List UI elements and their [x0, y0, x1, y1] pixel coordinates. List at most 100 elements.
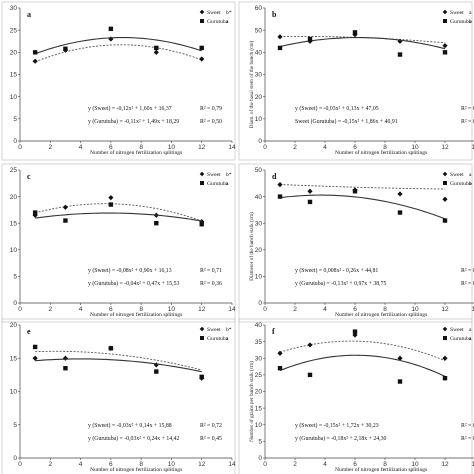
data-point-gurutuba	[397, 210, 403, 215]
y-tick-label: 30	[255, 72, 263, 79]
trendline-gurutuba	[34, 36, 202, 55]
x-tick-label: 0	[263, 461, 267, 468]
data-point-gurutuba	[32, 50, 38, 55]
legend-marker-square	[200, 181, 204, 185]
legend-marker-diamond	[442, 171, 448, 177]
r-squared: R² = 0,50	[200, 119, 222, 125]
legend-marker-square	[200, 336, 204, 340]
data-point-gurutuba	[32, 210, 38, 215]
legend-label: Gurutuba	[207, 19, 229, 25]
legend-marker-square	[443, 336, 447, 340]
x-tick-label: 2	[293, 306, 297, 313]
data-point-gurutuba	[277, 45, 283, 51]
y-tick-label: 20	[10, 194, 18, 201]
x-tick-label: 10	[168, 461, 176, 468]
data-point-gurutuba	[277, 194, 283, 199]
x-tick-label: 4	[323, 306, 327, 313]
y-tick-label: 40	[255, 50, 263, 57]
x-tick-label: 14	[471, 306, 474, 313]
y-tick-label: 0	[258, 455, 262, 462]
x-tick-label: 8	[383, 461, 387, 468]
x-axis-title: Number of nitrogen fertilization splitin…	[335, 311, 427, 318]
legend-marker-diamond	[199, 326, 205, 332]
legend-suffix: b*	[226, 172, 232, 178]
data-point-gurutuba	[442, 50, 448, 55]
y-tick-label: 30	[255, 355, 263, 362]
legend-label: Gurutuba	[450, 181, 472, 187]
legend-suffix: a	[469, 327, 472, 333]
legend-marker-square	[200, 19, 204, 23]
x-tick-label: 4	[79, 144, 83, 151]
y-tick-label: 15	[10, 220, 18, 227]
r-squared: R² = 0,	[461, 423, 474, 429]
data-point-sweet	[277, 34, 283, 40]
legend-marker-square	[443, 19, 447, 23]
data-point-sweet	[397, 191, 403, 197]
data-point-sweet	[153, 362, 159, 368]
x-tick-label: 10	[411, 306, 419, 313]
data-point-gurutuba	[307, 199, 313, 205]
x-tick-label: 12	[441, 144, 449, 151]
data-point-gurutuba	[199, 45, 204, 51]
x-tick-label: 10	[411, 461, 419, 468]
y-tick-label: 5	[13, 116, 17, 123]
y-tick-label: 20	[10, 50, 18, 57]
y-tick-label: 15	[10, 72, 18, 79]
x-tick-label: 2	[293, 461, 297, 468]
y-tick-label: 25	[255, 372, 263, 379]
y-axis-title: Diam. of the basal stem of the bunch (cm…	[248, 41, 255, 129]
chart-panel-d: 0 10 20 30 40 50 0 2 4 6 8 10 12 14 Number of nitrogen…	[238, 163, 474, 323]
y-tick-label: 35	[255, 339, 263, 346]
trendline-sweet	[35, 203, 202, 222]
legend-label: Sweet	[207, 172, 221, 178]
y-tick-label: 30	[255, 220, 263, 227]
x-tick-label: 6	[353, 306, 357, 313]
chart-panel-b: 0 10 20 30 40 50 60 0 2 4 6 8 10 12 14 Number of nitrog…	[238, 1, 474, 161]
regression-equation: y (Sweet) = -0,15x² + 1,72x + 30,23	[295, 422, 379, 429]
x-tick-label: 14	[471, 461, 474, 468]
regression-equation: y (Sweet) = 0,008x² - 0,26x + 44,81	[295, 267, 378, 274]
panel-label: f	[272, 327, 275, 336]
legend-label: Sweet	[207, 10, 221, 16]
data-point-gurutuba	[277, 366, 283, 371]
x-tick-label: 8	[383, 144, 387, 151]
data-point-sweet	[199, 56, 205, 62]
regression-equation: y (Sweet) = -0,12x² + 1,60x + 16,37	[88, 105, 172, 112]
data-point-sweet	[62, 204, 69, 210]
r-squared: R² = 0,72	[200, 423, 222, 429]
legend-marker-square	[443, 181, 447, 185]
legend-suffix: b	[469, 181, 472, 187]
x-tick-label: 4	[323, 461, 327, 468]
y-tick-label: 50	[255, 27, 263, 34]
x-axis-title: Number of nitrogen fertilization splitin…	[335, 149, 427, 156]
x-tick-label: 6	[353, 461, 357, 468]
y-axis-title: Diameter of the bunch stalk (cm)	[248, 212, 255, 281]
y-tick-label: 25	[10, 27, 18, 34]
r-squared: R² = 0,	[461, 436, 474, 442]
chart-panel-f: 0 5 10 15 20 25 30 35 40 0 2 4 6 8 10 12 14 Number of nit…	[238, 318, 474, 474]
y-tick-label: 0	[258, 138, 262, 145]
x-tick-label: 2	[48, 144, 52, 151]
x-tick-label: 8	[139, 461, 143, 468]
x-tick-label: 0	[263, 144, 267, 151]
y-tick-label: 10	[255, 422, 263, 429]
r-squared: R² = 0,	[461, 106, 474, 112]
x-tick-label: 10	[168, 144, 176, 151]
x-tick-label: 10	[168, 306, 176, 313]
r-squared: R² = 0,	[461, 281, 474, 287]
data-point-gurutuba	[63, 46, 68, 51]
legend-label: Gurutuba	[450, 19, 472, 25]
y-axis-title: Number of grains per bunch stalk (cm)	[248, 361, 255, 442]
y-tick-label: 20	[255, 94, 263, 101]
data-point-gurutuba	[154, 221, 159, 226]
r-squared: R² = 0,45	[200, 436, 222, 442]
x-axis-title: Number of nitrogen fertilization splitin…	[90, 466, 182, 473]
x-axis-title: Number of nitrogen fertilization splitin…	[90, 149, 182, 156]
data-point-sweet	[62, 355, 69, 361]
data-point-gurutuba	[154, 369, 159, 374]
x-tick-label: 6	[109, 461, 113, 468]
legend-marker-diamond	[442, 326, 448, 332]
data-point-sweet	[153, 49, 159, 55]
legend-label: Gurutuba	[207, 181, 229, 187]
